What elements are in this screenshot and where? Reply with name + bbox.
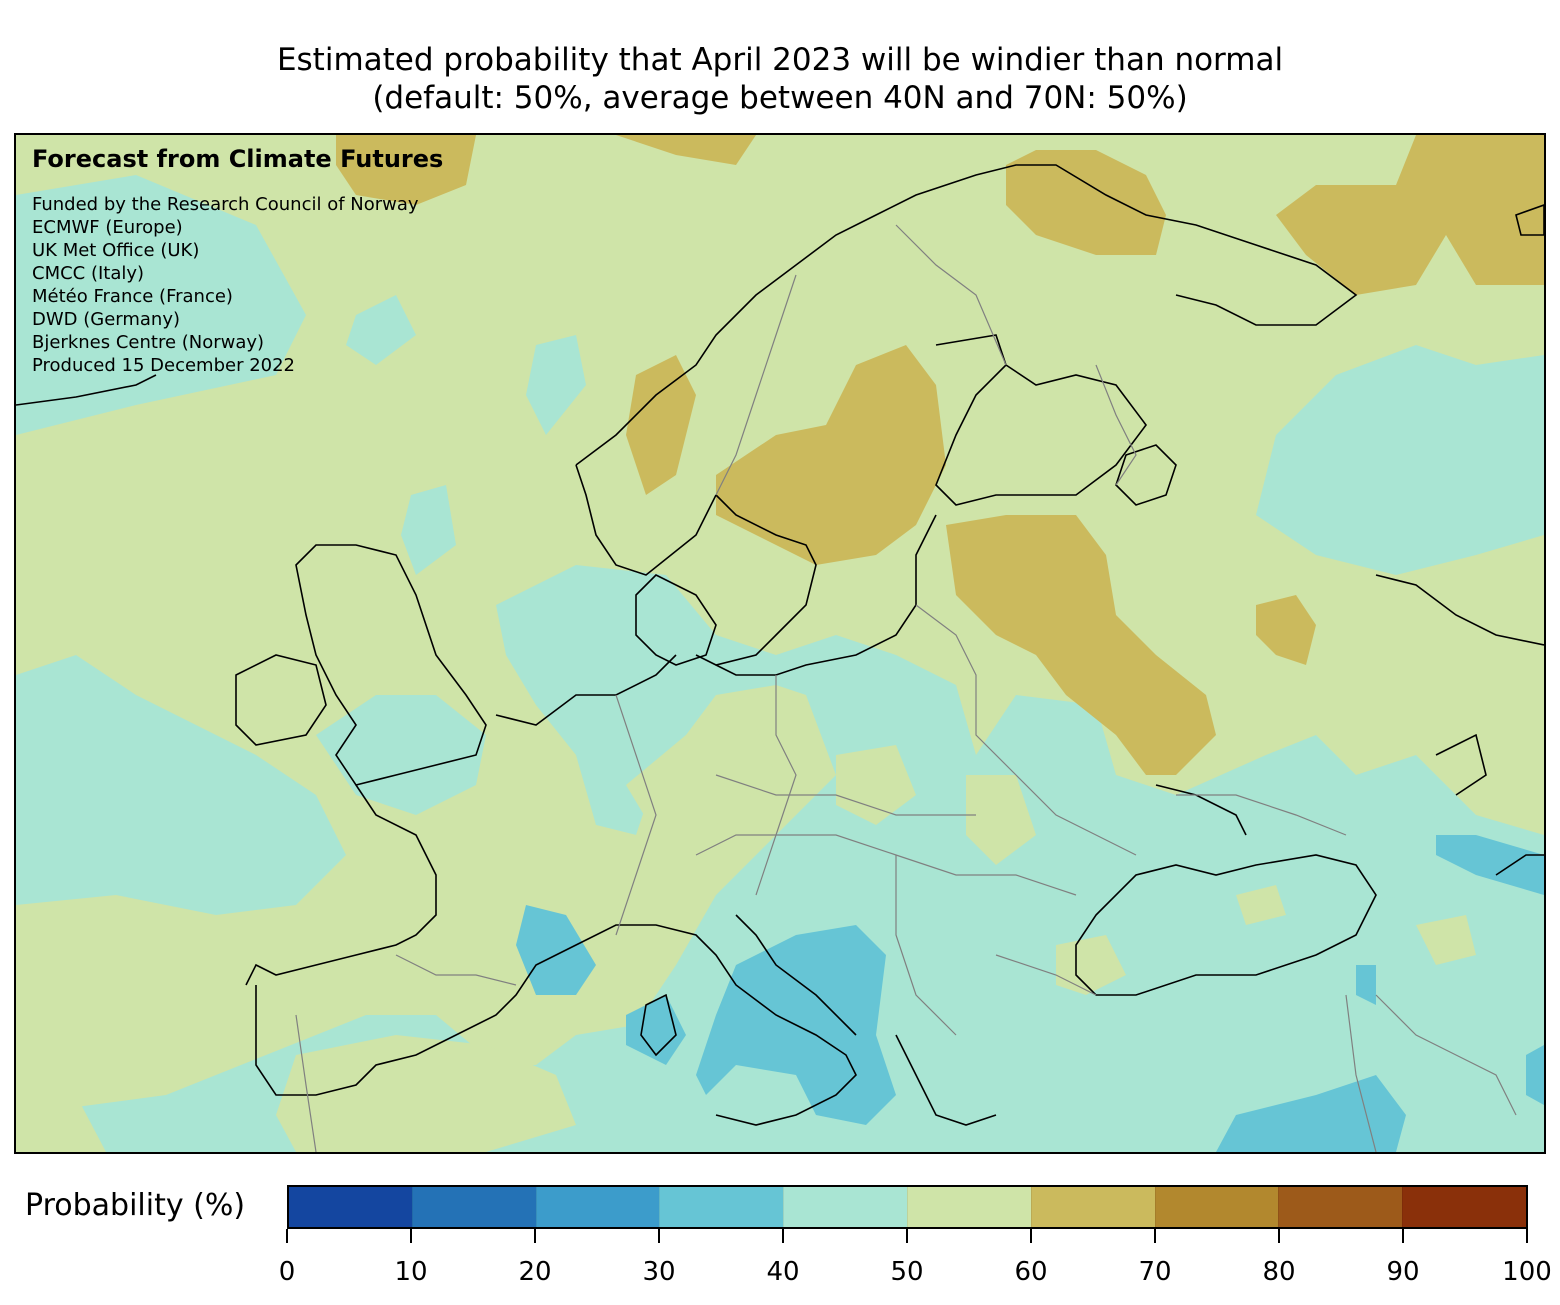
chart-title: Estimated probability that April 2023 wi… (276, 42, 1284, 78)
colorbar-label: Probability (%) (25, 1188, 246, 1223)
colorbar-segment (783, 1187, 907, 1227)
colorbar-tick-label: 100 (1502, 1257, 1552, 1287)
credit-line: UK Met Office (UK) (32, 240, 200, 261)
colorbar-segment (289, 1187, 412, 1227)
colorbar-tick (782, 1229, 784, 1243)
credits-block: Forecast from Climate Futures Funded by … (32, 145, 443, 377)
colorbar-tick (534, 1229, 536, 1243)
colorbar-tick (658, 1229, 660, 1243)
colorbar-tick-label: 70 (1138, 1257, 1172, 1287)
colorbar-segment (411, 1187, 536, 1227)
colorbar-tick-label: 40 (766, 1257, 800, 1287)
coastlines (16, 164, 1544, 1126)
colorbar-tick (1154, 1229, 1156, 1243)
colorbar-tick-label: 30 (642, 1257, 676, 1287)
colorbar-tick (1526, 1229, 1528, 1243)
credits-heading: Forecast from Climate Futures (32, 145, 444, 173)
colorbar-tick-label: 10 (394, 1257, 428, 1287)
colorbar-segment (1030, 1187, 1155, 1227)
colorbar-tick (1402, 1229, 1404, 1243)
forecast-map: Forecast from Climate Futures Funded by … (14, 133, 1546, 1154)
zone-60-70 (336, 135, 1544, 775)
credit-line: DWD (Germany) (32, 309, 181, 330)
colorbar-tick (1030, 1229, 1032, 1243)
zone-40-50 (16, 175, 1544, 1152)
colorbar-tick-label: 80 (1262, 1257, 1296, 1287)
colorbar-tick-label: 60 (1014, 1257, 1048, 1287)
credit-line: Funded by the Research Council of Norway (32, 194, 419, 215)
colorbar-tick-label: 50 (890, 1257, 924, 1287)
credit-line: CMCC (Italy) (32, 263, 145, 284)
colorbar-segment (1278, 1187, 1403, 1227)
colorbar-tick (410, 1229, 412, 1243)
colorbar-tick-label: 90 (1386, 1257, 1420, 1287)
colorbar-tick-label: 0 (278, 1257, 296, 1287)
colorbar-segment (1402, 1187, 1526, 1227)
colorbar-tick (1278, 1229, 1280, 1243)
colorbar-tick (286, 1229, 288, 1243)
colorbar (287, 1185, 1528, 1229)
colorbar-segment (906, 1187, 1031, 1227)
credit-line: Bjerknes Centre (Norway) (32, 332, 265, 353)
country-borders (295, 224, 1517, 1152)
probability-field (16, 135, 1544, 1152)
colorbar-tick (906, 1229, 908, 1243)
zone-50-60 (16, 725, 1476, 1152)
colorbar-segment (659, 1187, 784, 1227)
colorbar-segment (535, 1187, 660, 1227)
chart-subtitle: (default: 50%, average between 40N and 7… (372, 80, 1188, 116)
credit-line: Météo France (France) (32, 286, 233, 307)
credit-line: ECMWF (Europe) (32, 217, 183, 238)
credit-line: Produced 15 December 2022 (32, 355, 296, 376)
colorbar-tick-label: 20 (518, 1257, 552, 1287)
colorbar-segment (1154, 1187, 1279, 1227)
